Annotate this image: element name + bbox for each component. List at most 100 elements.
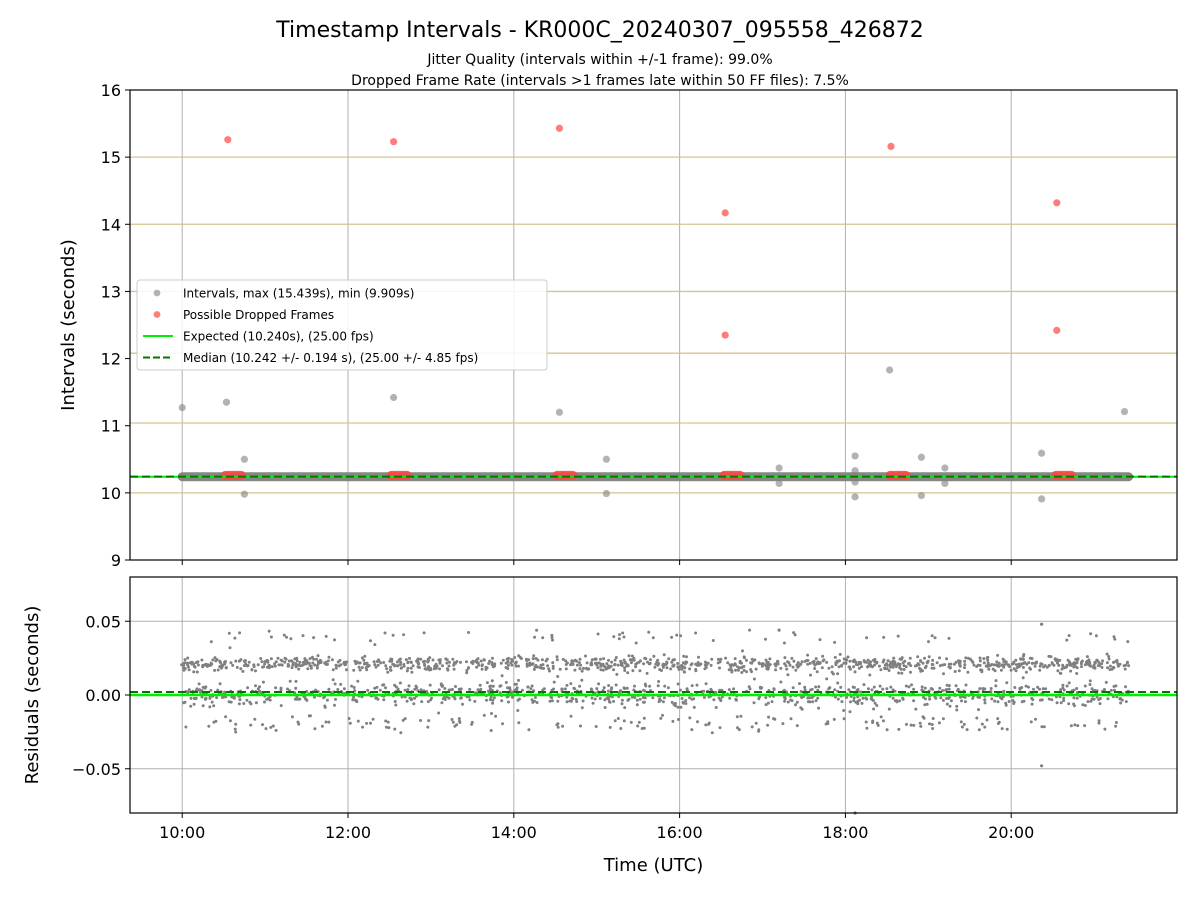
- residual-point: [565, 683, 569, 687]
- residual-point: [607, 658, 610, 662]
- residual-point: [221, 663, 224, 667]
- residual-point: [215, 696, 219, 700]
- residual-point: [542, 687, 546, 691]
- residual-point: [718, 666, 721, 670]
- residual-point: [927, 655, 931, 659]
- residual-point: [350, 684, 354, 688]
- residual-point: [550, 699, 554, 703]
- residual-point: [692, 705, 696, 709]
- residual-point: [670, 635, 674, 639]
- residual-point: [982, 657, 986, 661]
- residual-point: [477, 663, 481, 667]
- residual-point: [635, 698, 639, 702]
- residual-point: [647, 630, 651, 634]
- residual-point: [757, 697, 761, 701]
- residual-point: [716, 661, 720, 665]
- residual-point: [1032, 687, 1035, 691]
- residual-point: [1018, 686, 1022, 690]
- residual-point: [695, 683, 699, 687]
- residual-point: [892, 656, 896, 660]
- residual-point: [938, 686, 942, 690]
- interval-point: [240, 455, 248, 463]
- residual-point: [252, 665, 256, 669]
- residual-point: [677, 667, 681, 671]
- residual-point: [842, 709, 846, 712]
- residual-point: [741, 649, 744, 653]
- residual-point: [518, 697, 521, 701]
- residual-point: [902, 668, 906, 671]
- residual-point: [470, 660, 473, 664]
- residual-point: [685, 687, 689, 691]
- residual-point: [610, 660, 614, 664]
- residual-point: [737, 728, 741, 732]
- residual-point: [274, 660, 278, 664]
- residual-point: [231, 663, 235, 667]
- residual-point: [1020, 700, 1024, 704]
- residual-point: [513, 656, 517, 659]
- residual-point: [931, 663, 935, 667]
- residual-point: [374, 696, 378, 700]
- residual-point: [622, 658, 626, 662]
- residual-point: [820, 666, 824, 670]
- residual-point: [450, 718, 454, 721]
- residual-point: [570, 659, 574, 663]
- residual-point: [548, 669, 551, 673]
- residual-point: [888, 665, 892, 668]
- residual-point: [403, 717, 407, 721]
- residual-point: [334, 697, 337, 701]
- interval-point: [917, 491, 925, 500]
- residual-point: [983, 701, 987, 705]
- residual-point: [891, 662, 895, 666]
- residual-point: [426, 700, 430, 704]
- residual-point: [791, 686, 795, 690]
- dropped-frame-point: [1053, 326, 1061, 334]
- residual-point: [623, 666, 627, 670]
- residual-point: [1044, 687, 1048, 691]
- residual-point: [833, 655, 837, 659]
- dropped-frame-point: [887, 142, 895, 150]
- residual-point: [680, 697, 684, 700]
- residual-point: [971, 696, 975, 700]
- residual-point: [745, 658, 748, 662]
- residual-point: [939, 696, 943, 700]
- residual-point: [545, 657, 549, 661]
- residual-point: [1021, 657, 1025, 661]
- residual-point: [238, 631, 242, 635]
- residual-point: [333, 682, 337, 686]
- residual-point: [294, 679, 298, 683]
- residual-point: [696, 661, 700, 664]
- residual-point: [984, 664, 988, 668]
- residual-point: [655, 660, 659, 664]
- residual-point: [631, 669, 635, 673]
- residual-point: [613, 662, 617, 666]
- residual-point: [873, 701, 877, 705]
- residual-point: [760, 686, 764, 690]
- residual-point: [795, 663, 799, 667]
- residual-point: [1051, 662, 1054, 666]
- residual-point: [968, 657, 972, 661]
- residual-point: [921, 661, 925, 665]
- residual-point: [604, 667, 608, 671]
- residual-point: [1075, 696, 1079, 700]
- residual-point: [1030, 702, 1034, 706]
- residual-point: [423, 664, 427, 667]
- residual-point: [195, 687, 199, 691]
- residual-point: [237, 702, 241, 706]
- residual-point: [919, 669, 923, 673]
- residual-point: [1069, 663, 1073, 667]
- residual-point: [1093, 666, 1097, 670]
- residual-point: [1125, 660, 1129, 664]
- x-tick-label: 14:00: [491, 823, 537, 842]
- residual-point: [229, 661, 233, 665]
- residual-point: [1095, 695, 1099, 699]
- residual-point: [840, 700, 844, 704]
- residual-point: [632, 688, 636, 692]
- residual-point: [223, 662, 227, 666]
- residual-point: [270, 665, 274, 669]
- residual-point: [603, 706, 607, 709]
- residual-point: [800, 707, 804, 711]
- residual-point: [727, 688, 731, 692]
- residual-point: [468, 687, 472, 691]
- residual-point: [1083, 724, 1087, 728]
- residual-point: [799, 690, 803, 693]
